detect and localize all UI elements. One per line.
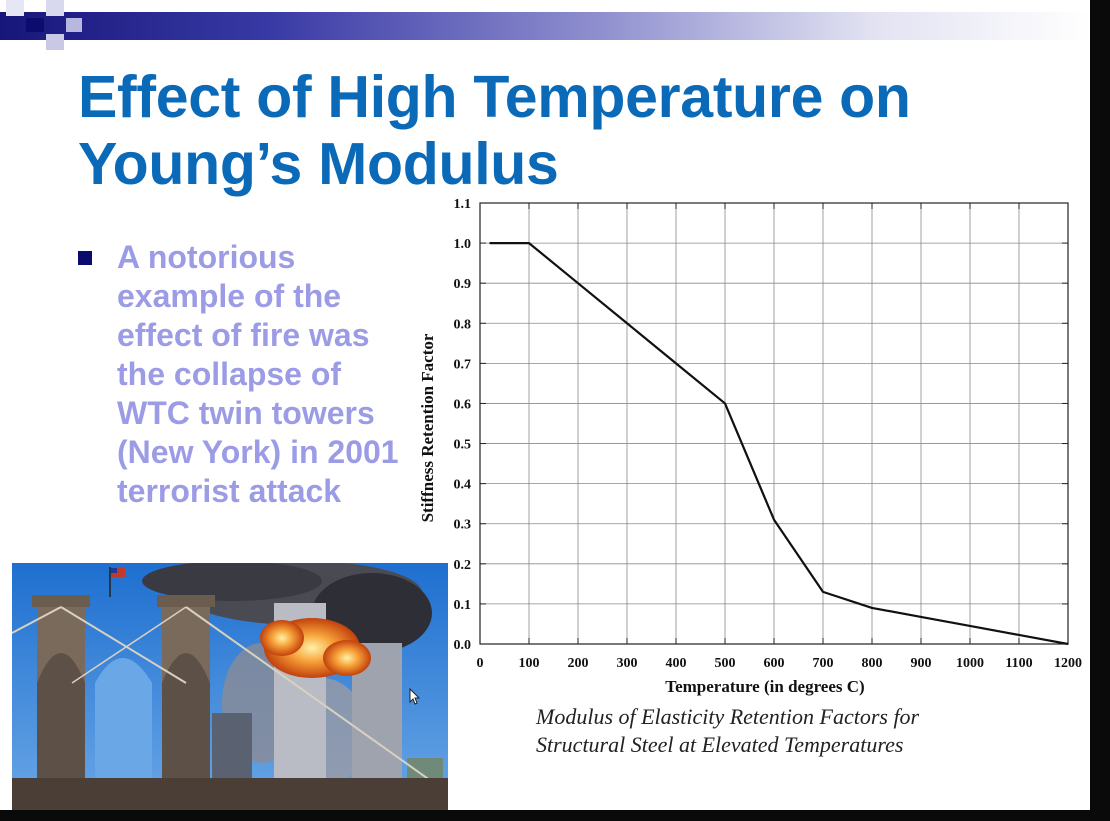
y-tick-label: 1.1 [454, 197, 472, 212]
flag-icon [109, 567, 125, 597]
x-tick-label: 1000 [956, 656, 984, 671]
x-tick-label: 700 [813, 656, 834, 671]
slide: Effect of High Temperature on Young’s Mo… [0, 0, 1090, 810]
logo-square [46, 0, 64, 16]
x-axis-ticks: 0 100 200 300 400 500 600 700 800 900 1000 1100 1200 [477, 203, 1082, 671]
y-tick-label: 0.1 [454, 598, 472, 613]
logo-square [6, 0, 24, 16]
x-tick-label: 400 [666, 656, 687, 671]
y-tick-label: 0.2 [454, 558, 472, 573]
y-tick-label: 0.5 [454, 438, 472, 453]
y-tick-label: 0.0 [454, 638, 472, 653]
screen-edge [1090, 0, 1110, 821]
retention-factor-chart: 0 100 200 300 400 500 600 700 800 900 1000 1100 1200… [418, 197, 1082, 696]
x-tick-label: 300 [617, 656, 638, 671]
fire-explosion-icon [260, 618, 371, 678]
chart-grid [480, 203, 1068, 644]
x-axis-label: Temperature (in degrees C) [665, 677, 864, 696]
data-point [724, 402, 726, 405]
data-point [969, 625, 971, 627]
y-tick-label: 0.3 [454, 518, 472, 533]
caption-line: Modulus of Elasticity Retention Factors … [536, 704, 920, 729]
y-tick-label: 0.8 [454, 317, 472, 332]
x-tick-label: 900 [911, 656, 932, 671]
bullet-icon [78, 251, 92, 265]
caption-line: Structural Steel at Elevated Temperature… [536, 732, 904, 757]
logo-square [26, 18, 44, 32]
y-axis-label: Stiffness Retention Factor [418, 333, 437, 522]
slide-title: Effect of High Temperature on Young’s Mo… [78, 64, 911, 197]
screen-edge [0, 810, 1110, 821]
data-point [528, 242, 530, 244]
y-tick-label: 1.0 [454, 237, 472, 252]
data-point [626, 322, 628, 324]
bullet-text: A notorious example of the effect of fir… [117, 239, 399, 509]
x-tick-label: 0 [477, 656, 484, 671]
logo-square [46, 34, 64, 50]
mouse-cursor-icon [409, 688, 421, 705]
bridge-icon [12, 595, 448, 810]
data-point [489, 242, 491, 244]
data-point [1018, 634, 1020, 636]
y-axis-ticks: 0.0 0.1 0.2 0.3 0.4 0.5 0.6 0.7 0.8 0.9 1.0 1.1 [454, 197, 1068, 653]
x-tick-label: 1100 [1005, 656, 1032, 671]
y-tick-label: 0.9 [454, 277, 472, 292]
data-point [871, 607, 873, 609]
x-tick-label: 800 [862, 656, 883, 671]
x-tick-label: 500 [715, 656, 736, 671]
y-tick-label: 0.7 [454, 357, 472, 372]
header-bar [0, 12, 1090, 40]
data-point [773, 519, 775, 521]
x-tick-label: 1200 [1054, 656, 1082, 671]
x-tick-label: 100 [519, 656, 540, 671]
logo-square [66, 18, 82, 32]
data-point [920, 616, 922, 618]
y-tick-label: 0.4 [454, 478, 472, 493]
data-point [822, 591, 824, 593]
data-point [577, 282, 579, 284]
series-layer [489, 241, 1069, 646]
wtc-photo [12, 563, 448, 810]
chart-caption: Modulus of Elasticity Retention Factors … [536, 703, 1056, 759]
data-point [675, 362, 677, 364]
x-tick-label: 600 [764, 656, 785, 671]
y-tick-label: 0.6 [454, 397, 472, 412]
x-tick-label: 200 [568, 656, 589, 671]
data-point [1067, 643, 1069, 645]
